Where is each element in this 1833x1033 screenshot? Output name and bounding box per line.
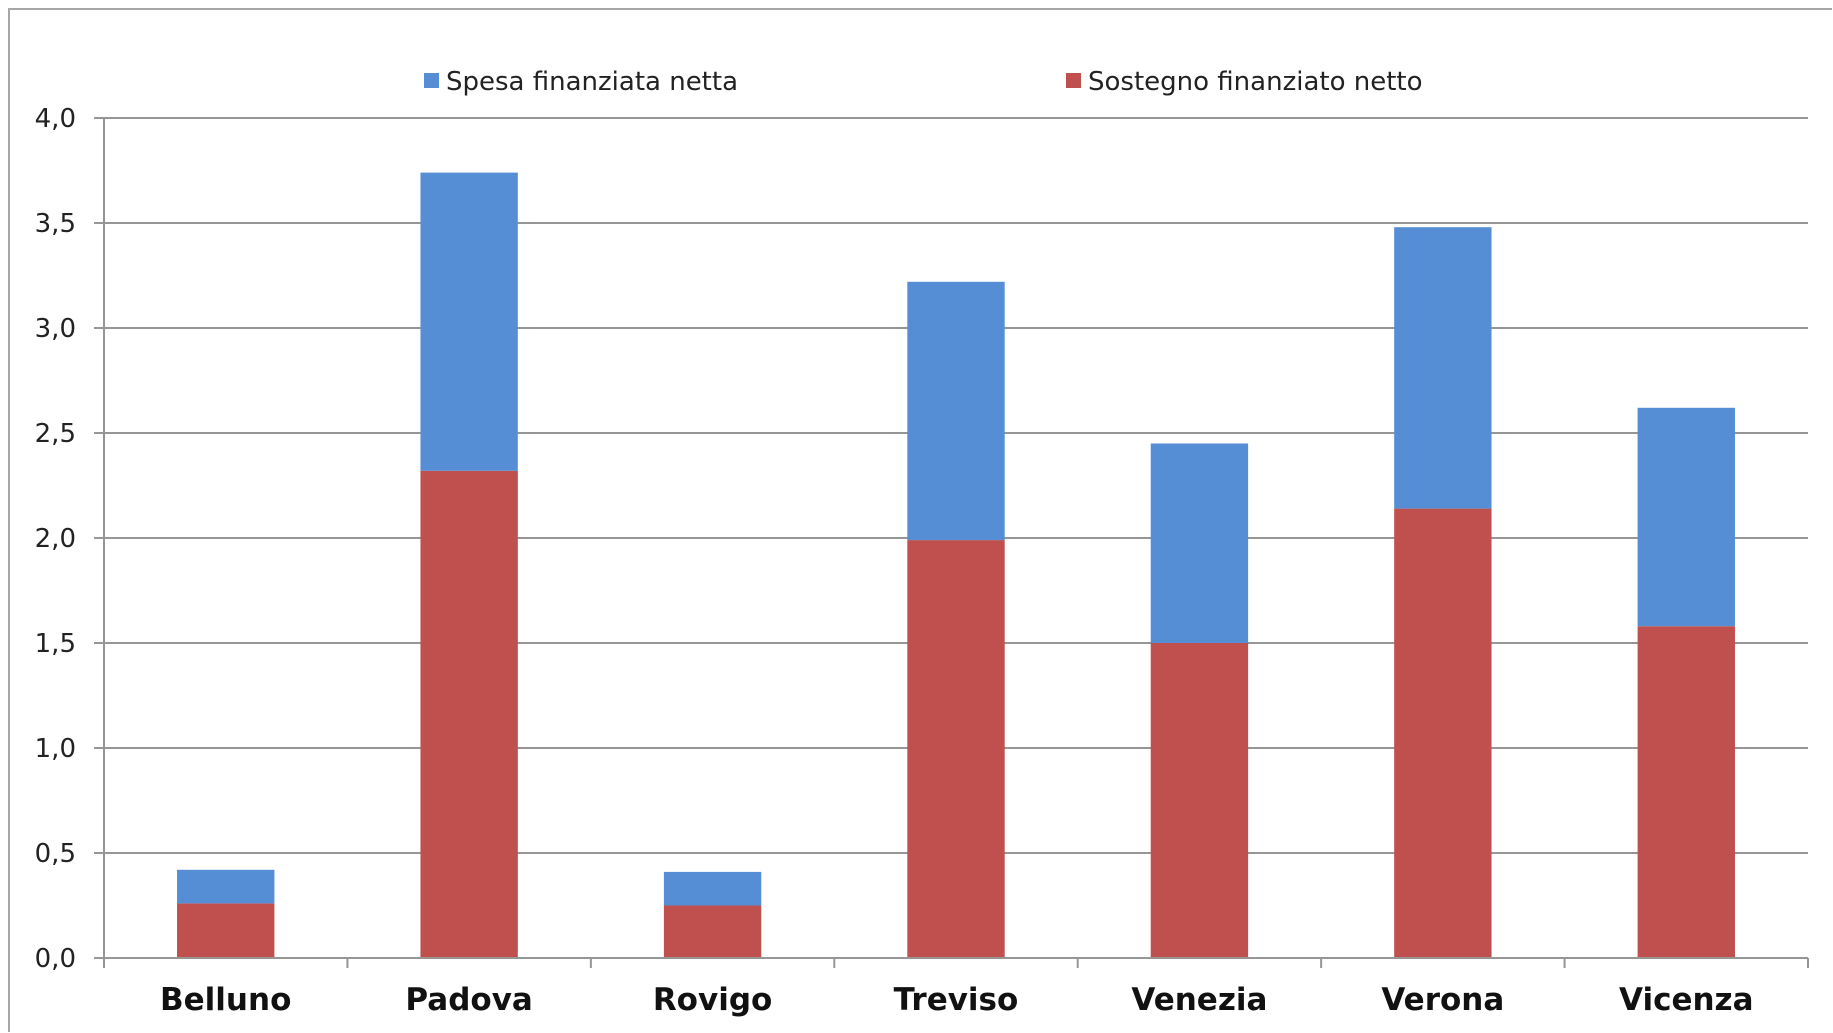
axes	[94, 117, 1809, 968]
y-tick-label: 0,0	[35, 944, 76, 974]
y-tick-label: 1,0	[35, 734, 76, 764]
bar-rovigo-sostegno-finanziato-netto	[663, 905, 762, 958]
x-tick-label: Padova	[405, 982, 532, 1018]
bar-padova-sostegno-finanziato-netto	[420, 470, 518, 958]
bar-padova-spesa-finanziata-netta	[420, 172, 518, 471]
bar-rovigo-spesa-finanziata-netta	[663, 871, 762, 906]
bar-verona-spesa-finanziata-netta	[1394, 227, 1492, 509]
bar-verona-sostegno-finanziato-netto	[1394, 508, 1492, 958]
legend-label: Spesa finanziata netta	[446, 67, 738, 97]
bar-vicenza-spesa-finanziata-netta	[1637, 407, 1735, 627]
legend: Spesa finanziata netta Sostegno finanziat…	[424, 67, 1423, 97]
x-tick-label: Vicenza	[1619, 982, 1754, 1018]
bar-vicenza-sostegno-finanziato-netto	[1637, 626, 1735, 958]
legend-label: Sostegno finanziato netto	[1088, 67, 1423, 97]
bar-treviso-sostegno-finanziato-netto	[907, 540, 1005, 958]
y-tick-label: 2,5	[35, 419, 76, 449]
x-tick-labels: Belluno Padova Rovigo Treviso Venezia Verona V…	[160, 982, 1754, 1018]
bar-venezia-sostegno-finanziato-netto	[1150, 643, 1249, 958]
bars	[177, 172, 1735, 958]
y-tick-label: 0,5	[35, 839, 76, 869]
x-tick-label: Treviso	[894, 982, 1019, 1018]
x-tick-label: Verona	[1381, 982, 1504, 1018]
y-tick-label: 2,0	[35, 524, 76, 554]
y-tick-label: 3,0	[35, 314, 76, 344]
legend-swatch	[1066, 73, 1081, 88]
bar-belluno-spesa-finanziata-netta	[177, 869, 275, 904]
y-tick-label: 1,5	[35, 629, 76, 659]
x-tick-label: Belluno	[160, 982, 291, 1018]
y-tick-label: 4,0	[35, 104, 76, 134]
x-tick-label: Rovigo	[653, 982, 773, 1018]
y-tick-labels: 0,0 0,5 1,0 1,5 2,0 2,5 3,0 3,5 4,0	[35, 104, 76, 974]
x-tick-label: Venezia	[1131, 982, 1267, 1018]
bar-treviso-spesa-finanziata-netta	[907, 281, 1005, 541]
bar-venezia-spesa-finanziata-netta	[1150, 443, 1249, 643]
y-tick-label: 3,5	[35, 209, 76, 239]
bar-belluno-sostegno-finanziato-netto	[177, 903, 275, 958]
legend-swatch	[424, 73, 439, 88]
